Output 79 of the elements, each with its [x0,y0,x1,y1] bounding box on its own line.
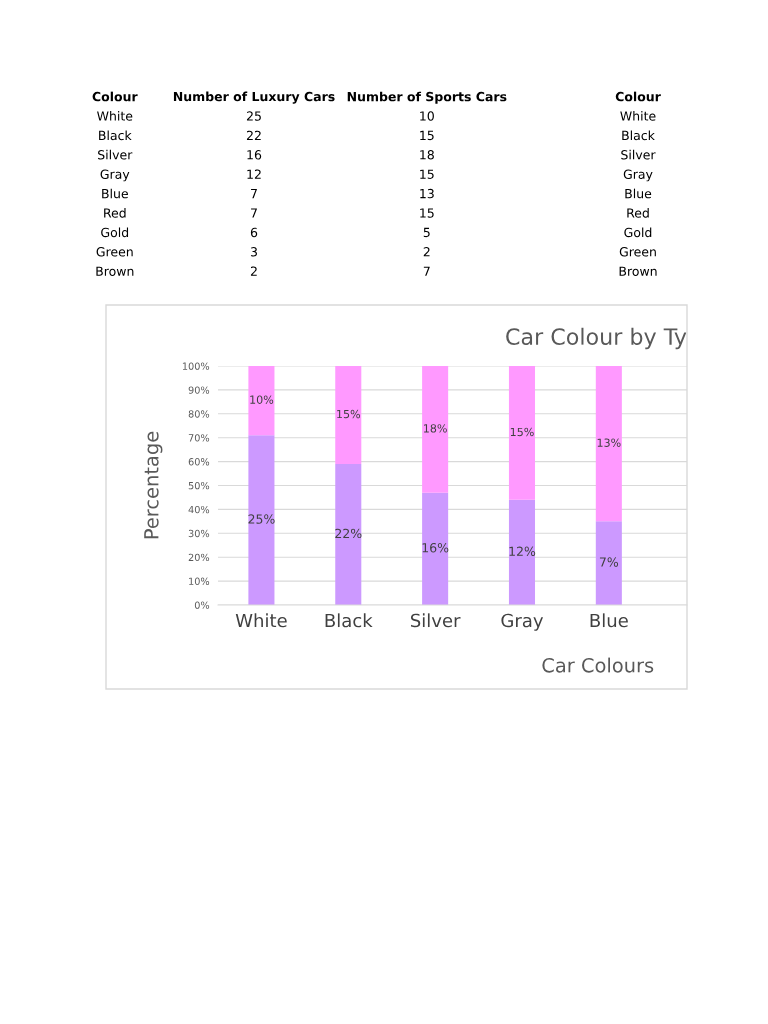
x-axis-title: Car Colours [542,657,654,673]
y-tick-label: 70% [188,434,210,442]
text: Black [622,130,655,141]
bar [422,366,449,493]
text: Blue [625,188,652,199]
text: 15 [420,130,434,141]
text: Number of Sports Cars [347,91,507,104]
text: Gray [623,169,653,182]
bar [595,521,622,605]
y-tick-label: 0% [194,601,210,609]
y-tick-label: 60% [188,458,210,466]
text: Red [627,208,649,218]
text: 13 [420,188,434,199]
y-tick-label: 100% [182,362,210,370]
text: Number of Luxury Cars [173,91,335,104]
annotation: 10% [250,395,274,404]
annotation: 15% [510,427,534,437]
text: 15 [420,208,434,218]
text: Black [99,130,132,141]
y-tick-label: 20% [188,553,210,562]
chart-title: Car Colour by Ty [506,327,687,350]
annotation: 12% [509,546,536,557]
text: Gold [101,227,129,238]
annotation: 18% [424,424,447,433]
y-tick-label: 40% [188,505,210,514]
text: Green [619,247,656,257]
text: 3 [250,247,257,257]
text: Silver [621,149,656,160]
bar [508,366,536,500]
annotation: 13% [597,438,621,447]
text: Silver [98,149,133,160]
text: White [620,111,656,121]
text: White [97,111,133,121]
bar [422,492,449,605]
text: 16 [247,150,262,160]
text: Blue [102,188,128,199]
text: 2 [423,247,430,257]
text: 7 [251,189,257,199]
text: 10 [420,111,434,121]
text: Gold [624,227,652,238]
bar [335,463,362,605]
annotation: 22% [335,528,362,539]
annotation: 7% [599,557,619,567]
x-tick-label: Gray [501,613,544,631]
text: 22 [246,130,261,140]
annotation: 25% [248,514,275,524]
text: 7 [423,266,430,276]
text: 2 [250,266,257,276]
y-tick-label: 50% [188,481,210,490]
text: Brown [96,266,134,276]
x-tick-label: White [235,613,287,628]
text: Green [96,247,133,257]
text: 5 [423,227,430,238]
text: Brown [619,266,657,276]
text: 15 [420,169,434,179]
bar [508,499,536,605]
x-tick-label: Black [325,613,373,628]
text: 25 [246,111,261,121]
bar [248,366,275,436]
text: Colour [92,91,138,102]
text: 18 [420,150,434,160]
bar [595,366,622,522]
text: Colour [615,91,661,102]
text: Gray [100,169,130,182]
text: 12 [247,169,261,179]
y-tick-label: 80% [188,410,210,418]
x-tick-label: Blue [590,613,628,628]
x-tick-label: Silver [410,613,461,628]
y-tick-label: 30% [188,529,210,538]
annotation: 16% [422,543,449,553]
y-tick-label: 10% [189,577,210,585]
text: Red [104,208,126,218]
text: 6 [250,227,258,238]
bar [248,435,275,605]
bar [335,366,362,464]
y-tick-label: 90% [188,386,210,394]
text: 7 [251,208,257,218]
y-axis-title: Percentage [144,431,163,539]
annotation: 15% [337,409,361,419]
